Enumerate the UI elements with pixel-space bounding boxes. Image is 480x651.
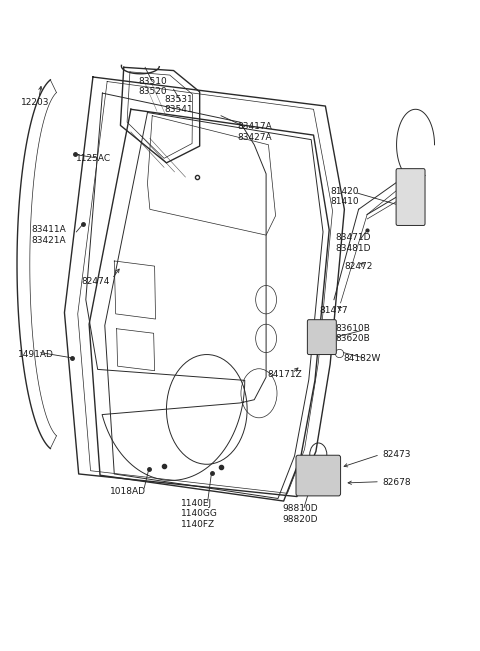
Text: 83411A
83421A: 83411A 83421A — [31, 225, 66, 245]
Text: 82474: 82474 — [81, 277, 109, 286]
Text: 82473: 82473 — [383, 450, 411, 459]
Text: 81420
81410: 81420 81410 — [330, 187, 359, 206]
Text: 83471D
83481D: 83471D 83481D — [335, 233, 371, 253]
FancyBboxPatch shape — [307, 320, 336, 355]
FancyBboxPatch shape — [296, 455, 341, 496]
Text: 83510
83520: 83510 83520 — [138, 77, 167, 96]
Text: 82678: 82678 — [383, 478, 411, 488]
Text: 84182W: 84182W — [343, 354, 381, 363]
Text: 82472: 82472 — [344, 262, 373, 271]
Text: 1491AD: 1491AD — [18, 350, 54, 359]
Text: 83610B
83620B: 83610B 83620B — [335, 324, 370, 343]
Text: 81477: 81477 — [320, 306, 348, 315]
Text: 1140EJ
1140GG
1140FZ: 1140EJ 1140GG 1140FZ — [180, 499, 217, 529]
Text: 83531
83541: 83531 83541 — [164, 95, 193, 115]
Text: 1125AC: 1125AC — [76, 154, 111, 163]
Text: 83417A
83427A: 83417A 83427A — [238, 122, 272, 141]
Text: 84171Z: 84171Z — [267, 370, 302, 379]
Text: 98810D
98820D: 98810D 98820D — [283, 505, 318, 523]
Text: 1018AD: 1018AD — [109, 487, 145, 496]
Text: 12203: 12203 — [21, 98, 49, 107]
FancyBboxPatch shape — [396, 169, 425, 225]
